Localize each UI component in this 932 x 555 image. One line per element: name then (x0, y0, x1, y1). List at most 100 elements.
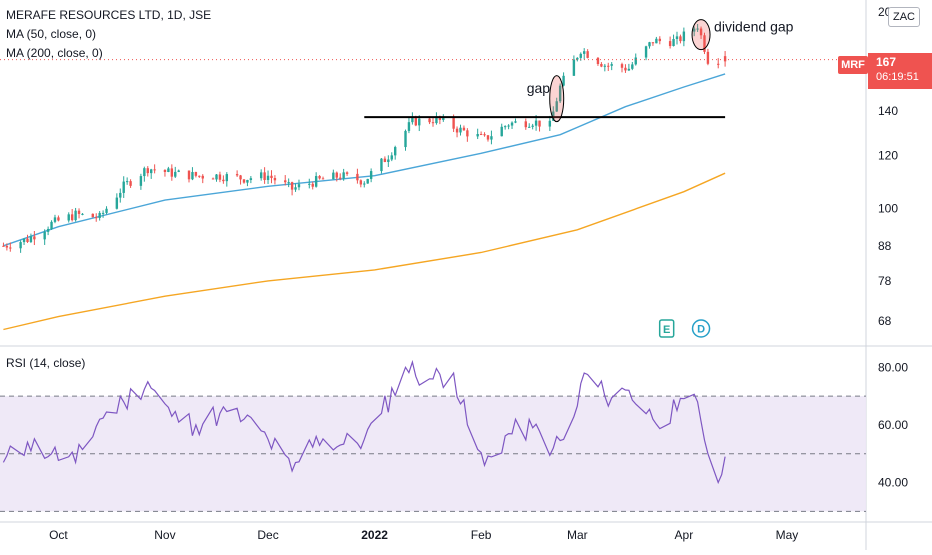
candle-body (198, 175, 201, 177)
candle-body (318, 176, 321, 179)
candle-body (194, 172, 198, 176)
candle-body (366, 178, 369, 184)
candle-body (682, 31, 686, 42)
candle-body (510, 122, 514, 126)
candle-body (235, 174, 239, 176)
ma200-legend[interactable]: MA (200, close, 0) (6, 46, 103, 60)
price-legend: MERAFE RESOURCES LTD, 1D, JSE MA (50, cl… (6, 6, 211, 63)
candle-body (225, 174, 229, 182)
candle-body (167, 168, 170, 173)
rsi-line (2, 359, 726, 485)
candle-body (583, 51, 586, 54)
candle-body (290, 182, 294, 190)
symbol-price-tag: MRF (838, 56, 868, 74)
candle-body (297, 184, 301, 188)
candle-body (383, 158, 387, 162)
candle-body (239, 175, 242, 180)
candle-body (503, 126, 507, 128)
candle-body (528, 126, 531, 128)
candle-body (675, 36, 679, 40)
candle-body (215, 174, 218, 180)
candle-body (442, 117, 445, 120)
candle-body (679, 36, 682, 42)
candle-body (67, 214, 70, 221)
bar-countdown: 06:19:51 (876, 71, 919, 83)
candle-body (706, 51, 710, 64)
candle-body (332, 172, 335, 180)
candle-body (572, 59, 576, 76)
candle-body (308, 183, 311, 185)
candle-body (624, 67, 627, 71)
candle-body (380, 158, 383, 172)
candle-body (263, 172, 266, 180)
candle-body (187, 170, 191, 180)
price-tick-label: 88 (878, 239, 892, 253)
candle-body (479, 134, 483, 136)
candle-body (390, 155, 393, 160)
symbol-title[interactable]: MERAFE RESOURCES LTD, 1D, JSE (6, 8, 212, 22)
candle-body (600, 63, 603, 67)
candle-body (74, 210, 77, 221)
candle-body (218, 174, 222, 180)
candle-body (555, 101, 558, 112)
currency-badge[interactable]: ZAC (888, 7, 920, 27)
candle-body (455, 128, 459, 133)
candle-body (22, 238, 26, 243)
candle-body (431, 122, 435, 124)
candle-layer (2, 23, 727, 253)
candle-body (339, 177, 342, 179)
candle-body (153, 169, 156, 171)
dividend-marker-label: D (697, 324, 705, 336)
time-axis-label: 2022 (361, 528, 388, 542)
candle-body (95, 217, 98, 219)
candle-body (191, 172, 194, 180)
candle-body (211, 178, 215, 180)
candle-body (500, 126, 503, 137)
candle-body (634, 57, 637, 65)
candle-body (576, 57, 579, 60)
candle-body (407, 122, 411, 131)
candle-body (359, 180, 363, 185)
candle-body (483, 134, 486, 136)
candle-body (369, 171, 373, 179)
price-tick-label: 140 (878, 104, 898, 118)
candle-body (596, 57, 600, 64)
time-axis-label: Dec (257, 528, 278, 542)
candle-body (703, 35, 706, 52)
candle-body (486, 135, 490, 140)
candle-body (651, 42, 655, 44)
candle-body (692, 28, 696, 32)
candle-body (163, 169, 167, 173)
candle-body (387, 159, 390, 162)
candle-body (259, 172, 263, 179)
candle-body (5, 245, 9, 248)
rsi-legend: RSI (14, close) (6, 354, 85, 373)
candle-body (696, 28, 699, 30)
earnings-marker (658, 319, 675, 338)
candle-body (627, 68, 631, 71)
candle-body (294, 187, 297, 190)
candle-body (50, 221, 53, 229)
candle-body (284, 180, 287, 183)
candle-body (631, 64, 634, 69)
rsi-legend-label[interactable]: RSI (14, close) (6, 356, 86, 370)
ma200-line (3, 172, 726, 331)
candle-body (139, 176, 143, 186)
candle-body (524, 121, 527, 128)
candle-body (644, 46, 648, 58)
price-tick-label: 100 (878, 202, 898, 216)
candle-body (222, 179, 225, 182)
candle-body (607, 65, 610, 67)
price-tick-label: 78 (878, 274, 892, 288)
candle-body (201, 175, 204, 179)
candle-body (119, 192, 122, 198)
ma50-legend[interactable]: MA (50, close, 0) (6, 27, 97, 41)
candle-body (620, 64, 624, 68)
candle-body (466, 130, 469, 137)
candle-body (335, 172, 338, 178)
candle-body (242, 179, 246, 183)
ma-layer (3, 73, 726, 331)
candle-body (404, 130, 407, 148)
candle-body (356, 173, 359, 181)
